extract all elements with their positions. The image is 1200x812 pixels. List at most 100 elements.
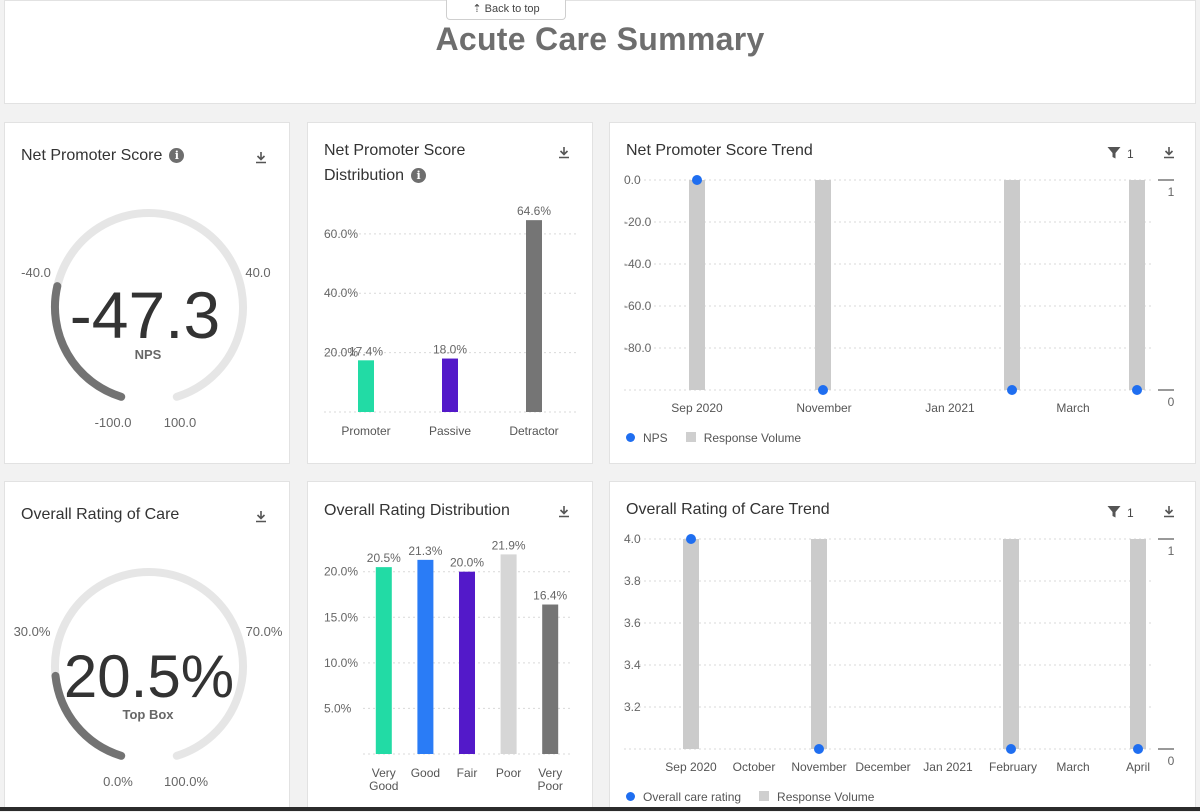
nps-card-title: Net Promoter Score i xyxy=(21,143,185,168)
nps-dist-title: Net Promoter Score Distribution i xyxy=(324,142,466,184)
x-tick-label: Jan 2021 xyxy=(923,760,973,774)
bar xyxy=(500,554,517,754)
x-tick-label: April xyxy=(1126,760,1150,774)
x-tick-label: Good xyxy=(411,766,440,780)
legend-label-primary[interactable]: Overall care rating xyxy=(643,790,742,804)
rating-card: Overall Rating of Care 20.5% Top Box 30.… xyxy=(4,481,290,811)
filter-count: 1 xyxy=(1127,506,1134,520)
y-tick-label: 3.4 xyxy=(624,658,641,672)
y-tick-label: 20.0% xyxy=(324,346,358,360)
filter-button[interactable]: 1 xyxy=(1106,504,1134,522)
gauge-label-tr: 40.0 xyxy=(245,265,270,280)
y2-tick-label: 1 xyxy=(1168,544,1175,558)
nps-value-label: NPS xyxy=(135,347,162,362)
header-card: Acute Care Summary xyxy=(4,0,1196,104)
nps-distribution-chart: 20.0% 40.0% 60.0% 17.4% Promoter 18.0% Passive… xyxy=(324,204,576,438)
y-tick-label: 5.0% xyxy=(324,701,352,715)
legend-label-secondary[interactable]: Response Volume xyxy=(777,790,875,804)
x-tick-label: November xyxy=(791,760,846,774)
rating-distribution-chart: 5.0%10.0%15.0%20.0%20.5%VeryGood21.3%Goo… xyxy=(324,538,571,793)
download-icon[interactable] xyxy=(1161,503,1177,519)
rating-value-label: Top Box xyxy=(122,707,174,722)
legend-swatch-secondary xyxy=(759,791,770,801)
data-point xyxy=(1006,744,1016,754)
x-tick-label: November xyxy=(796,401,851,415)
y-tick-label: 20.0% xyxy=(324,565,358,579)
gauge-label-bl: -100.0 xyxy=(95,415,132,430)
data-label: 20.0% xyxy=(450,556,484,570)
y-tick-label: -80.0 xyxy=(624,341,652,355)
gauge-label-tr: 70.0% xyxy=(246,624,283,639)
y-tick-label: -40.0 xyxy=(624,257,652,271)
filter-button[interactable]: 1 xyxy=(1106,145,1134,163)
volume-bar xyxy=(1129,180,1145,390)
data-point xyxy=(814,744,824,754)
volume-bar xyxy=(1130,539,1146,749)
x-tick-label: Promoter xyxy=(341,424,390,438)
x-tick-label: Very xyxy=(372,766,396,780)
bar xyxy=(358,360,374,412)
download-icon[interactable] xyxy=(253,508,269,524)
legend-swatch-primary xyxy=(626,792,635,801)
y-tick-label: 0.0 xyxy=(624,173,641,187)
download-icon[interactable] xyxy=(253,149,269,165)
nps-trend-title: Net Promoter Score Trend xyxy=(626,142,813,159)
rating-dist-card: Overall Rating Distribution 5.0% 10.0% 15.… xyxy=(307,481,593,811)
filter-icon xyxy=(1107,147,1121,159)
y2-tick-label: 0 xyxy=(1168,395,1175,409)
gauge-label-br: 100.0% xyxy=(164,774,209,789)
filter-icon xyxy=(1107,506,1121,518)
y-tick-label: 3.2 xyxy=(624,700,641,714)
x-tick-label: March xyxy=(1056,401,1089,415)
x-tick-label: Very xyxy=(538,766,562,780)
y2-tick-label: 0 xyxy=(1168,754,1175,768)
page-title: Acute Care Summary xyxy=(435,21,765,57)
x-tick-label: October xyxy=(733,760,776,774)
data-label: 17.4% xyxy=(349,344,383,358)
gauge-label-br: 100.0 xyxy=(164,415,197,430)
back-to-top-button[interactable]: ⇡ Back to top xyxy=(446,0,566,20)
x-tick-label: February xyxy=(989,760,1037,774)
download-icon[interactable] xyxy=(1161,144,1177,160)
y-tick-label: 40.0% xyxy=(324,286,358,300)
gauge-fill xyxy=(51,671,126,760)
y-tick-label: 4.0 xyxy=(624,532,641,546)
x-tick-label: Detractor xyxy=(509,424,558,438)
data-label: 64.6% xyxy=(517,204,551,218)
x-tick-label: Sep 2020 xyxy=(671,401,723,415)
data-point xyxy=(1133,744,1143,754)
x-tick-label: Fair xyxy=(457,766,478,780)
chart-legend: Overall care rating Response Volume xyxy=(626,790,874,804)
gauge-track xyxy=(51,568,247,760)
nps-dist-card: Net Promoter Score Distribution i 20.0% 40.… xyxy=(307,122,593,464)
info-icon[interactable]: i xyxy=(411,168,427,183)
data-label: 21.9% xyxy=(492,538,526,552)
rating-trend-title: Overall Rating of Care Trend xyxy=(626,501,830,518)
y-tick-label: -60.0 xyxy=(624,299,652,313)
x-tick-label: Jan 2021 xyxy=(925,401,975,415)
data-point xyxy=(818,385,828,395)
download-icon[interactable] xyxy=(556,503,572,519)
legend-label-secondary[interactable]: Response Volume xyxy=(703,431,802,445)
x-tick-label: December xyxy=(855,760,910,774)
volume-bar xyxy=(683,539,699,749)
volume-bar xyxy=(689,180,705,390)
y-tick-label: 3.6 xyxy=(624,616,641,630)
info-icon[interactable]: i xyxy=(169,148,185,163)
gauge-label-tl: -40.0 xyxy=(21,265,51,280)
bar xyxy=(526,220,542,412)
data-point xyxy=(1132,385,1142,395)
nps-gauge: -47.3 NPS -40.0 40.0 -100.0 100.0 xyxy=(21,209,271,430)
x-tick-label: Good xyxy=(369,779,398,793)
x-tick-label: Sep 2020 xyxy=(665,760,717,774)
download-icon[interactable] xyxy=(556,144,572,160)
nps-value: -47.3 xyxy=(70,278,220,352)
bar xyxy=(542,604,559,754)
x-tick-label: Poor xyxy=(538,779,563,793)
rating-trend-chart: 4.0 3.8 3.6 3.4 3.2 1 0 Sep 2020 October November… xyxy=(624,532,1175,774)
volume-bar xyxy=(1004,180,1020,390)
rating-card-title: Overall Rating of Care xyxy=(21,506,180,523)
data-point xyxy=(692,175,702,185)
volume-bar xyxy=(815,180,831,390)
legend-label-primary[interactable]: NPS xyxy=(643,431,668,445)
